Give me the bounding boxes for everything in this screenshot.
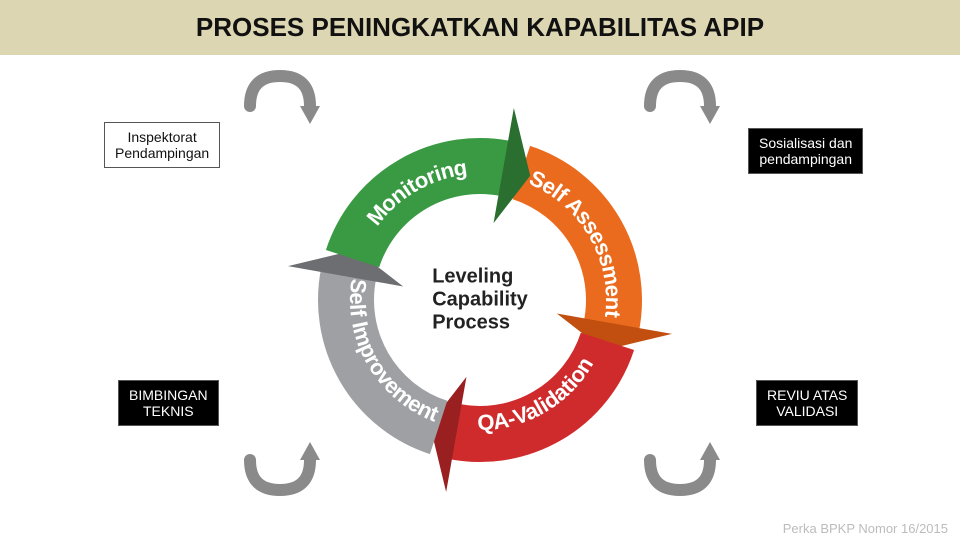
page-title: PROSES PENINGKATKAN KAPABILITAS APIP xyxy=(196,12,764,42)
label-inspektorat: Inspektorat Pendampingan xyxy=(104,122,220,168)
cycle-diagram: Self AssessmentQA-ValidationSelf Improve… xyxy=(280,100,680,500)
label-reviu: REVIU ATAS VALIDASI xyxy=(756,380,858,426)
footnote: Perka BPKP Nomor 16/2015 xyxy=(783,521,948,536)
center-label: Leveling Capability Process xyxy=(432,266,528,335)
title-bar: PROSES PENINGKATKAN KAPABILITAS APIP xyxy=(0,0,960,55)
label-sosialisasi: Sosialisasi dan pendampingan xyxy=(748,128,863,174)
label-bimbingan: BIMBINGAN TEKNIS xyxy=(118,380,219,426)
